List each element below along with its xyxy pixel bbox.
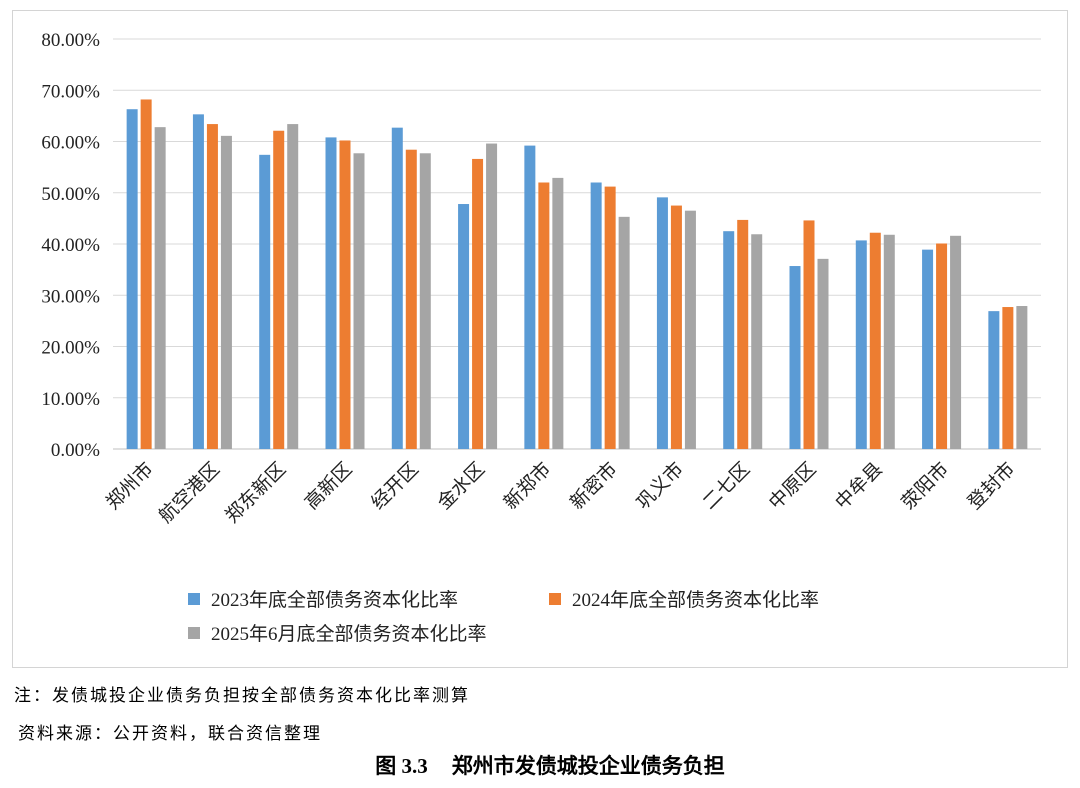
bar-3-新郑市 [552,177,564,449]
bar-3-经开区 [419,153,431,449]
bar-2-新郑市 [538,182,550,449]
legend-swatch [549,593,561,605]
bar-2-中原区 [803,220,815,449]
bar-2-中牟县 [869,232,881,449]
x-category-label: 郑东新区 [221,458,290,527]
legend-label: 2025年6月底全部债务资本化比率 [211,623,487,645]
y-tick-label: 70.00% [41,81,100,102]
bar-1-航空港区 [192,114,204,450]
bar-2-新密市 [604,186,616,449]
y-tick-label: 50.00% [41,184,100,205]
y-tick-label: 0.00% [51,440,100,461]
bar-2-荥阳市 [936,243,948,449]
bar-1-二七区 [723,231,735,449]
legend: 2023年底全部债务资本化比率 2024年底全部债务资本化比率 2025年6月底全部… [188,589,819,645]
bar-2-金水区 [472,158,484,450]
bar-3-航空港区 [220,135,232,450]
bar-3-二七区 [751,234,763,449]
bar-2-巩义市 [670,205,682,449]
legend-swatch [188,627,200,639]
x-category-label: 二七区 [698,458,754,514]
bar-1-荥阳市 [922,249,934,449]
x-category-label: 巩义市 [632,458,688,514]
bar-1-金水区 [458,204,470,449]
figure-number: 图 3.3 [375,754,428,778]
y-axis-tick-labels: 0.00% 10.00% 20.00% 30.00% 40.00% 50.00% 60.00… [41,30,100,461]
figure-caption: 图 3.3 郑州市发债城投企业债务负担 [0,750,1080,780]
x-category-label: 高新区 [301,458,357,514]
bar-2-郑东新区 [273,130,285,450]
y-tick-label: 80.00% [41,30,100,51]
bar-3-中牟县 [883,234,895,449]
x-category-label: 中牟县 [831,458,887,514]
x-category-label: 金水区 [433,458,489,514]
bar-3-郑州市 [154,127,166,450]
y-tick-label: 20.00% [41,338,100,359]
figure-title: 郑州市发债城投企业债务负担 [451,754,725,778]
bar-2-高新区 [339,140,351,449]
y-tick-label: 10.00% [41,389,100,410]
x-category-label: 经开区 [367,458,423,514]
legend-label: 2023年底全部债务资本化比率 [211,589,458,611]
gridlines [113,38,1041,450]
chart-note: 注：发债城投企业债务负担按全部债务资本化比率测算 [14,686,470,706]
bar-2-经开区 [405,149,417,449]
bar-3-高新区 [353,153,365,449]
x-category-label: 航空港区 [155,458,224,527]
bar-3-金水区 [486,143,498,450]
y-tick-label: 60.00% [41,133,100,154]
bar-3-中原区 [817,258,829,449]
bar-1-经开区 [391,127,403,449]
bar-3-郑东新区 [287,124,299,449]
data-source-note: 资料来源：公开资料，联合资信整理 [18,724,322,744]
bar-1-郑州市 [126,109,138,450]
legend-swatch [188,593,200,605]
bar-1-高新区 [325,137,337,449]
bar-2-航空港区 [206,124,218,449]
bar-1-巩义市 [656,197,668,449]
bar-1-中牟县 [855,240,867,449]
bar-2-郑州市 [140,99,152,449]
y-tick-label: 40.00% [41,235,100,256]
x-category-label: 新密市 [566,458,622,514]
bar-1-新郑市 [524,145,536,449]
bar-2-二七区 [737,219,749,449]
x-category-label: 登封市 [964,458,1020,514]
bar-chart: 0.00% 10.00% 20.00% 30.00% 40.00% 50.00% 60.00… [41,30,1041,645]
bar-3-巩义市 [684,210,696,449]
x-category-label: 郑州市 [102,458,158,514]
y-tick-label: 30.00% [41,286,100,307]
legend-label: 2024年底全部债务资本化比率 [572,589,819,611]
x-category-label: 中原区 [765,458,821,514]
x-category-label: 新郑市 [500,458,556,514]
bar-1-新密市 [590,182,602,449]
x-category-label: 荥阳市 [897,458,953,514]
bars [126,99,1028,450]
bar-3-新密市 [618,216,630,449]
bar-2-登封市 [1002,307,1014,449]
bar-1-中原区 [789,266,801,449]
bar-1-登封市 [988,311,1000,449]
bar-3-登封市 [1016,306,1028,449]
bar-1-郑东新区 [259,154,271,449]
bar-3-荥阳市 [950,235,962,449]
